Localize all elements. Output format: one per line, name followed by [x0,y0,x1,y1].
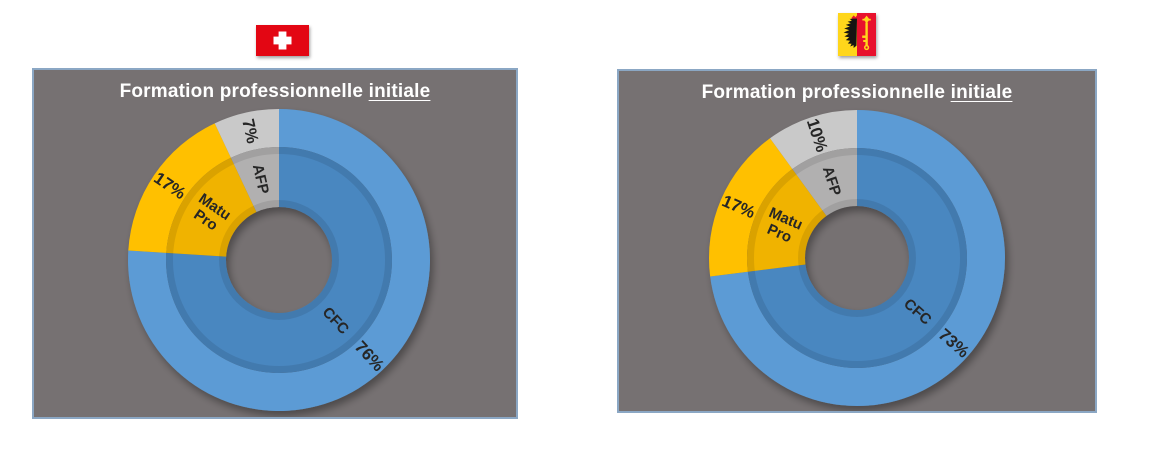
segment-afp-outer [214,109,279,158]
title-underlined-word: initiale [368,81,431,102]
segment-matu-pro-outer [128,123,231,253]
switzerland-flag-icon [256,25,309,61]
geneva-flag-icon [838,13,876,61]
chart-panel-switzerland: Formation professionnelle initiale CFC 76… [32,68,518,419]
chart-title-geneva: Formation professionnelle initiale [619,82,1095,104]
title-main: Formation professionnelle [701,82,946,103]
segment-cfc-inner [165,147,392,373]
label-afp-pct: 7% [238,117,262,145]
donut-rings [709,110,1006,406]
donut-rings [128,109,431,411]
switzerland-flag-svg [256,25,309,56]
segment-afp-outer [770,110,857,170]
geneva-flag-svg [838,13,876,56]
title-main: Formation professionnelle [119,81,364,102]
key-shape [862,15,871,51]
label-afp: AFP [249,163,272,196]
segment-matu-pro-outer [709,138,793,277]
segment-afp-inner [230,147,279,213]
eagle-crown [851,15,857,19]
title-underlined-word: initiale [950,82,1013,103]
eagle-shape [843,18,857,48]
chart-panel-geneva: Formation professionnelle initiale CFC 73… [617,69,1097,413]
chart-title-switzerland: Formation professionnelle initiale [34,81,516,103]
segment-matu-pro-inner [747,169,827,272]
segment-cfc-inner [747,148,968,368]
